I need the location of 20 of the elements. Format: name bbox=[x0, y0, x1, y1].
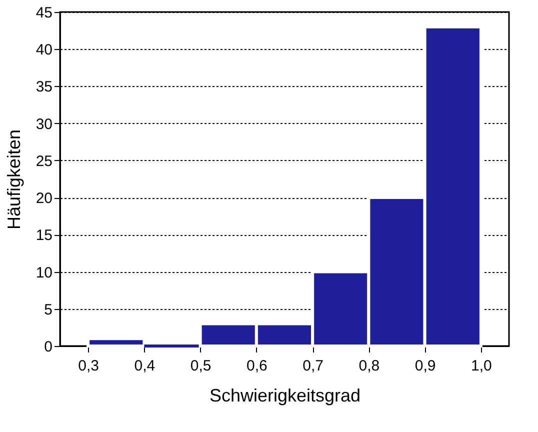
y-tick-label: 0 bbox=[44, 338, 52, 356]
y-tick-label: 20 bbox=[36, 190, 52, 208]
x-tick-label: 0,7 bbox=[302, 358, 324, 374]
y-tick-label: 40 bbox=[36, 42, 52, 59]
x-tick-label: 0,6 bbox=[246, 358, 268, 374]
y-tick-label: 35 bbox=[36, 78, 52, 96]
y-tick-label: 5 bbox=[44, 301, 52, 318]
y-tick-label: 25 bbox=[36, 152, 52, 170]
x-tick-label: 0,4 bbox=[134, 358, 156, 374]
y-tick-label: 45 bbox=[36, 4, 52, 22]
y-tick-label: 10 bbox=[36, 264, 52, 282]
x-tick-label: 1,0 bbox=[471, 358, 492, 374]
x-tick-label: 0,9 bbox=[414, 358, 436, 374]
x-axis-title: Schwierigkeitsgrad bbox=[209, 386, 361, 406]
y-tick-label: 30 bbox=[36, 116, 52, 133]
x-tick-label: 0,5 bbox=[190, 358, 212, 374]
x-tick-label: 0,8 bbox=[358, 358, 380, 374]
y-tick-label: 15 bbox=[36, 227, 52, 244]
x-tick-label: 0,3 bbox=[78, 358, 99, 374]
y-axis-title: Häufigkeiten bbox=[4, 129, 24, 230]
